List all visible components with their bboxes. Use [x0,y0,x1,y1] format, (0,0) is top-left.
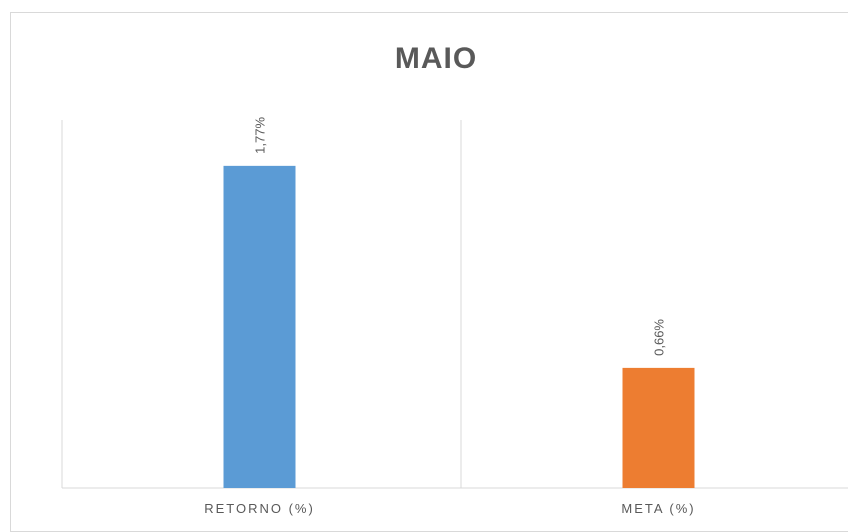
data-label-meta: 0,66% [652,319,667,356]
category-label-retorno: RETORNO (%) [204,501,315,516]
bar-meta [622,367,695,488]
category-label-meta: META (%) [621,501,695,516]
chart-frame [10,12,848,532]
data-label-retorno: 1,77% [253,117,268,154]
bar-chart: MAIO 1,77% RETORNO (%) 0,66% META (%) [61,42,848,516]
bars-group: 1,77% RETORNO (%) 0,66% META (%) [204,117,695,516]
chart-title: MAIO [395,42,477,75]
bar-retorno [223,165,296,489]
